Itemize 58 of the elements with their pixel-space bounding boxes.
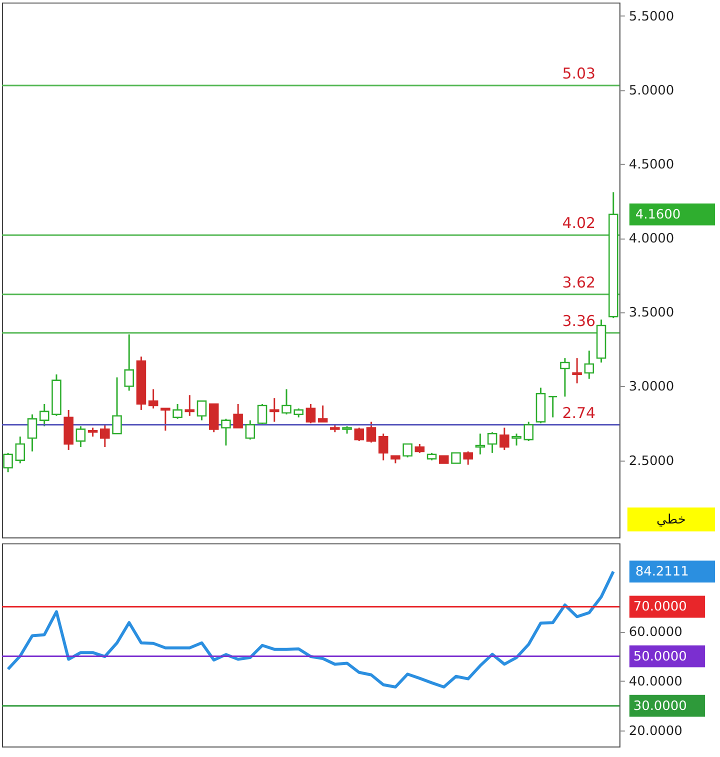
candlestick	[221, 418, 231, 446]
candlestick	[257, 403, 268, 426]
text: خطي	[656, 512, 686, 528]
y-tick-label: 40.0000	[628, 674, 682, 690]
y-tick-label: 4.0000	[628, 232, 674, 247]
candlestick	[148, 388, 158, 410]
candlestick	[15, 436, 26, 464]
y-tick-label: 5.5000	[628, 9, 674, 24]
candlestick	[572, 357, 582, 384]
candlestick	[27, 414, 38, 452]
candlestick	[160, 408, 170, 432]
y-tick-label: 5.0000	[628, 83, 674, 98]
candlestick	[3, 452, 13, 473]
ref-line-label: 2.74	[562, 404, 596, 422]
y-tick-label: 3.5000	[628, 306, 674, 321]
candlestick	[112, 376, 122, 434]
candlestick	[282, 388, 292, 416]
text: 84.2111	[635, 564, 689, 580]
y-tick-label: 3.0000	[628, 380, 674, 395]
y-tick-label: 20.0000	[628, 724, 682, 740]
candlestick	[512, 432, 522, 446]
ref-line-label: 5.03	[562, 64, 596, 83]
candlestick	[487, 431, 498, 454]
line-series	[6, 570, 615, 689]
candlestick	[548, 396, 558, 418]
ref-line-label: 70.0000	[633, 600, 687, 615]
candlestick	[500, 426, 510, 451]
ref-line-label: 3.62	[562, 273, 596, 292]
candlestick	[172, 403, 182, 420]
candlestick	[524, 421, 534, 442]
candlestick	[451, 452, 461, 464]
ref-line-label: 30.0000	[633, 698, 687, 714]
ref-line-label: 3.36	[562, 312, 596, 330]
y-tick-label: 60.0000	[628, 624, 682, 640]
candlestick	[584, 350, 594, 380]
y-tick-label: 4.5000	[628, 158, 674, 173]
candlestick	[245, 420, 256, 440]
candlestick	[354, 426, 364, 442]
candlestick	[402, 443, 412, 458]
candlestick	[124, 334, 134, 392]
candlestick	[196, 400, 207, 422]
candlestick	[378, 432, 388, 462]
candlestick	[560, 357, 570, 398]
text: 4.1600	[635, 207, 681, 222]
candlestick	[366, 421, 376, 444]
candlestick	[233, 403, 243, 428]
candlestick	[306, 403, 316, 424]
candlestick	[270, 397, 280, 423]
ref-line-label: 4.02	[562, 214, 596, 232]
candlestick	[76, 425, 86, 448]
candlestick	[184, 394, 195, 417]
ref-line-label: 50.0000	[633, 649, 687, 664]
candlestick	[100, 424, 110, 448]
candlestick	[463, 450, 473, 466]
y-tick-label: 2.5000	[628, 454, 674, 469]
candlestick	[39, 403, 50, 427]
candlestick	[318, 404, 328, 423]
candlestick	[475, 432, 486, 456]
